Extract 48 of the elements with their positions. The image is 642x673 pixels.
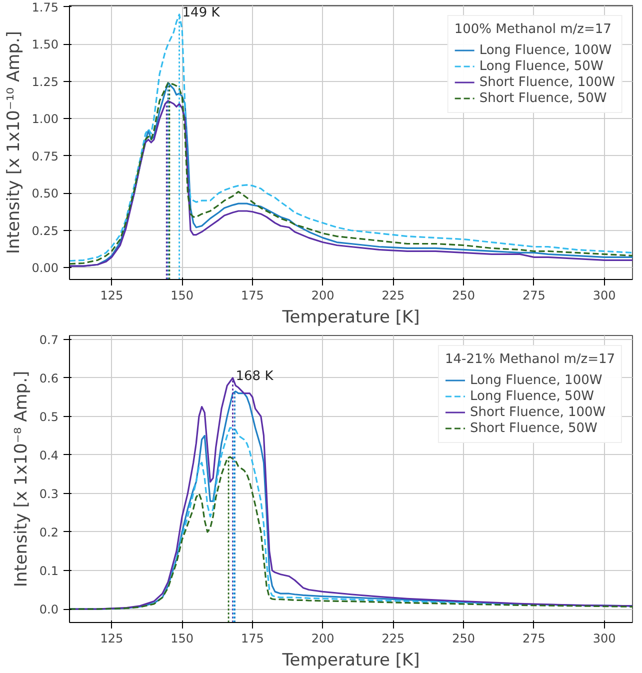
y-tick-label: 0.75: [32, 149, 58, 164]
y-tick-label: 0.0: [39, 602, 59, 617]
y-tick-label: 0.1: [39, 564, 59, 578]
legend-label: Long Fluence, 50W: [470, 388, 594, 404]
x-tick-label: 250: [452, 632, 476, 646]
y-tick-label: 0.5: [39, 410, 59, 424]
x-tick-label: 125: [100, 632, 124, 646]
y-tick-label: 0.6: [39, 371, 59, 386]
legend-label: Short Fluence, 50W: [479, 90, 607, 106]
legend-label: Short Fluence, 100W: [470, 404, 606, 420]
x-tick-label: 225: [382, 632, 405, 646]
y-tick-label: 1.75: [32, 0, 58, 14]
x-axis-title: Temperature [K]: [281, 308, 420, 328]
x-tick-label: 250: [452, 288, 476, 302]
legend-label: Long Fluence, 50W: [479, 58, 604, 74]
legend-label: Long Fluence, 100W: [479, 42, 612, 58]
x-tick-label: 200: [311, 632, 334, 646]
legend-title: 100% Methanol m/z=17: [454, 22, 612, 37]
x-tick-label: 150: [170, 288, 194, 302]
y-tick-label: 0.2: [39, 525, 59, 540]
x-tick-label: 225: [382, 288, 405, 302]
x-tick-label: 175: [241, 632, 264, 646]
x-axis-title: Temperature [K]: [281, 650, 420, 670]
y-tick-label: 0.25: [32, 224, 58, 238]
x-tick-label: 175: [241, 288, 264, 302]
x-tick-label: 275: [522, 288, 546, 302]
y-axis-title: Intensity [x 1x10⁻⁸ Amp.]: [11, 370, 32, 588]
y-tick-label: 0.3: [39, 486, 59, 501]
legend-title: 14-21% Methanol m/z=17: [444, 352, 615, 367]
y-tick-label: 1.00: [32, 112, 58, 126]
y-tick-label: 0.4: [39, 448, 59, 462]
annotation: 168 K: [236, 368, 274, 384]
y-tick-label: 0.00: [32, 261, 58, 276]
x-tick-label: 300: [592, 288, 616, 302]
legend-label: Short Fluence, 50W: [470, 420, 598, 436]
y-tick-label: 0.50: [32, 186, 58, 201]
legend-label: Short Fluence, 100W: [479, 74, 615, 90]
y-tick-label: 1.25: [32, 74, 58, 89]
x-tick-label: 125: [100, 288, 124, 302]
x-tick-label: 200: [311, 288, 334, 302]
annotation: 149 K: [182, 5, 220, 20]
legend-label: Long Fluence, 100W: [470, 372, 602, 388]
x-tick-label: 150: [170, 632, 194, 646]
x-tick-label: 275: [522, 632, 546, 646]
y-tick-label: 1.50: [32, 38, 58, 52]
x-tick-label: 300: [592, 632, 616, 646]
y-axis-title: Intensity [x 1x10⁻¹⁰ Amp.]: [4, 30, 24, 254]
y-tick-label: 0.7: [39, 332, 59, 347]
